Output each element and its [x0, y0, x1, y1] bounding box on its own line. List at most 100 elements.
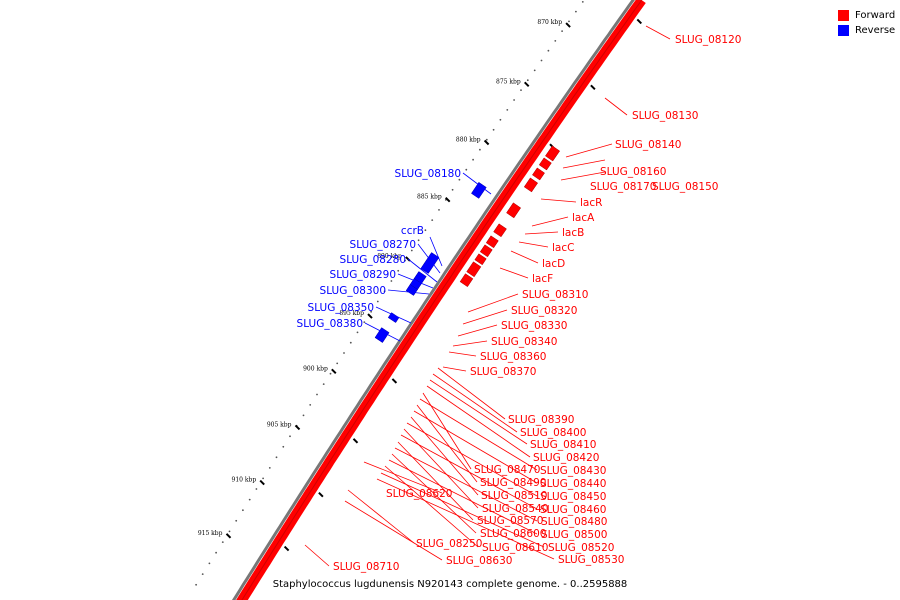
leader-line: [432, 373, 518, 433]
scale-dot: [383, 290, 386, 293]
tick-mark: [259, 479, 265, 486]
legend-reverse-label: Reverse: [855, 25, 896, 36]
scale-dot: [438, 209, 440, 211]
leader-line: [410, 416, 479, 496]
gene-label: SLUG_08270: [350, 239, 416, 251]
gene-label: SLUG_08360: [480, 351, 546, 363]
scale-dot: [575, 10, 577, 13]
tick-mark: [225, 533, 232, 539]
gene-label: SLUG_08330: [501, 320, 567, 332]
scale-dot: [431, 219, 434, 222]
leader-line: [413, 410, 538, 484]
gene-label: SLUG_08600: [480, 528, 546, 540]
scale-dot: [268, 467, 271, 469]
leader-line: [344, 500, 443, 561]
minor-mark: [318, 491, 324, 498]
tick-mark: [444, 196, 451, 203]
leader-lines: [304, 25, 671, 567]
forward-gene: [538, 157, 552, 171]
scale-dot: [316, 393, 318, 396]
gene-label: SLUG_08150: [652, 181, 718, 193]
forward-gene: [459, 273, 474, 288]
leader-line: [391, 453, 477, 534]
gene-label: SLUG_08470: [474, 464, 540, 476]
gene-label: SLUG_08510: [481, 490, 547, 502]
tick-mark: [565, 22, 571, 28]
leader-line: [397, 441, 474, 521]
gene-label: SLUG_08710: [333, 561, 399, 573]
gene-label: SLUG_08160: [600, 166, 666, 178]
gene-label: SLUG_08280: [340, 254, 406, 266]
scale-dots: [195, 1, 584, 586]
forward-gene: [474, 253, 487, 266]
leader-line: [416, 404, 478, 483]
gene-label: SLUG_08170: [590, 181, 656, 193]
leader-line: [562, 159, 606, 169]
leader-line: [347, 489, 415, 544]
scale-dot: [568, 20, 570, 23]
tick-label: 915 kbp: [198, 530, 223, 537]
gene-label: SLUG_08480: [541, 516, 607, 528]
scale-dot: [465, 168, 468, 171]
scale-dot: [282, 445, 285, 448]
leader-line: [363, 461, 443, 494]
tick-label: 890 kbp: [377, 253, 402, 260]
forward-track-shade: [241, 0, 643, 600]
gene-label: SLUG_08290: [330, 269, 396, 281]
gene-label: SLUG_08440: [540, 478, 606, 490]
gene-label: SLUG_08340: [491, 336, 557, 348]
gene-label: SLUG_08180: [395, 168, 461, 180]
scale-dot: [255, 488, 258, 490]
gene-label: ccrB: [401, 225, 424, 237]
forward-gene: [545, 145, 561, 162]
scale-dot: [547, 49, 550, 52]
scale-dot: [289, 435, 291, 438]
gene-label: SLUG_08610: [482, 542, 548, 554]
scale-dot: [499, 118, 502, 121]
gene-label: SLUG_08570: [477, 515, 543, 527]
scale-dot: [451, 188, 454, 191]
reverse-gene: [387, 312, 400, 323]
leader-line: [422, 392, 472, 470]
scale-dot: [228, 530, 231, 533]
scale-dot: [404, 259, 406, 262]
scale-dot: [302, 414, 305, 417]
scale-dot: [492, 128, 495, 131]
scale-dot: [520, 89, 522, 91]
scale-dot: [235, 519, 238, 522]
gene-label: lacB: [562, 227, 584, 239]
kbp-ticks: 870 kbp 875 kbp 880 kbp 885 kbp 890 kbp 895 k…: [198, 18, 643, 552]
gene-label: SLUG_08400: [520, 427, 586, 439]
minor-mark: [352, 438, 359, 444]
leader-line: [426, 385, 531, 458]
leader-line: [394, 447, 538, 522]
gene-label: SLUG_08630: [446, 555, 512, 567]
scale-dot: [322, 383, 325, 385]
scale-dot: [309, 404, 312, 406]
gene-label: lacR: [580, 197, 602, 209]
reverse-gene: [420, 252, 440, 274]
gene-label: SLUG_08520: [548, 542, 614, 554]
gene-label: SLUG_08430: [540, 465, 606, 477]
tick-label: 895 kbp: [339, 310, 364, 317]
gene-label: SLUG_08140: [615, 139, 681, 151]
leader-line: [499, 267, 529, 279]
tick-label: 910 kbp: [232, 477, 257, 484]
scale-dot: [363, 321, 366, 323]
scale-dot: [485, 138, 488, 141]
gene-label: SLUG_08420: [533, 452, 599, 464]
leader-line: [452, 340, 488, 347]
leader-line: [380, 472, 545, 548]
backbone: [231, 0, 646, 600]
scale-dot: [458, 178, 461, 181]
leader-line: [565, 143, 613, 158]
leader-line: [437, 367, 506, 420]
tick-mark: [294, 424, 301, 431]
tick-mark: [331, 368, 337, 375]
gene-label: SLUG_08130: [632, 110, 698, 122]
leader-line: [467, 293, 519, 313]
forward-gene: [466, 261, 482, 278]
leader-line: [457, 324, 498, 337]
scale-dot: [356, 331, 359, 334]
